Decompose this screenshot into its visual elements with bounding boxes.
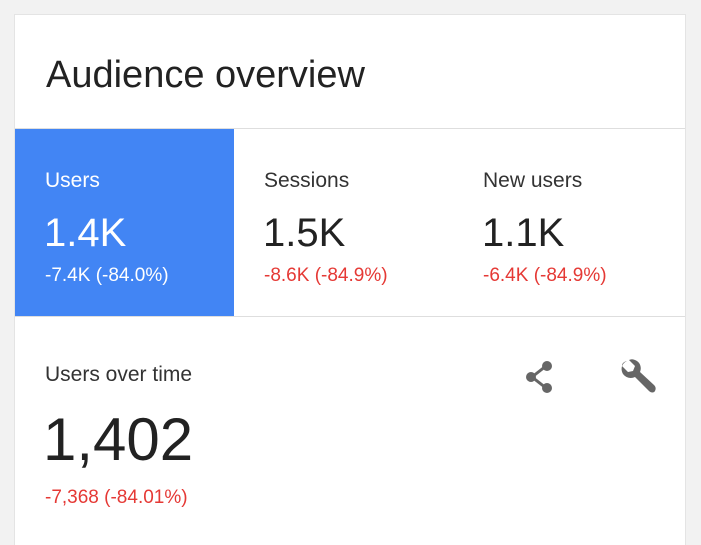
share-icon[interactable] [520,357,560,397]
metric-change: -8.6K (-84.9%) [264,265,388,286]
metric-tab-new-users[interactable]: New users 1.1K -6.4K (-84.9%) [453,129,685,316]
metric-label: Sessions [264,169,350,192]
metric-label: New users [483,169,583,192]
metric-label: Users [45,169,100,192]
metric-value: 1.1K [482,211,565,255]
users-total-change: -7,368 (-84.01%) [45,487,188,508]
metric-change: -6.4K (-84.9%) [483,265,607,286]
metric-tab-users[interactable]: Users 1.4K -7.4K (-84.0%) [15,129,234,316]
audience-overview-card: Audience overview Users 1.4K -7.4K (-84.… [15,15,685,545]
metrics-row: Users 1.4K -7.4K (-84.0%) Sessions 1.5K … [15,128,685,317]
users-total-value: 1,402 [43,406,194,473]
metric-value: 1.5K [263,211,346,255]
card-title: Audience overview [46,54,365,96]
metric-tab-sessions[interactable]: Sessions 1.5K -8.6K (-84.9%) [234,129,453,316]
metric-value: 1.4K [44,211,127,255]
wrench-icon[interactable] [618,357,658,397]
section-label: Users over time [45,363,193,386]
metric-change: -7.4K (-84.0%) [45,265,169,286]
